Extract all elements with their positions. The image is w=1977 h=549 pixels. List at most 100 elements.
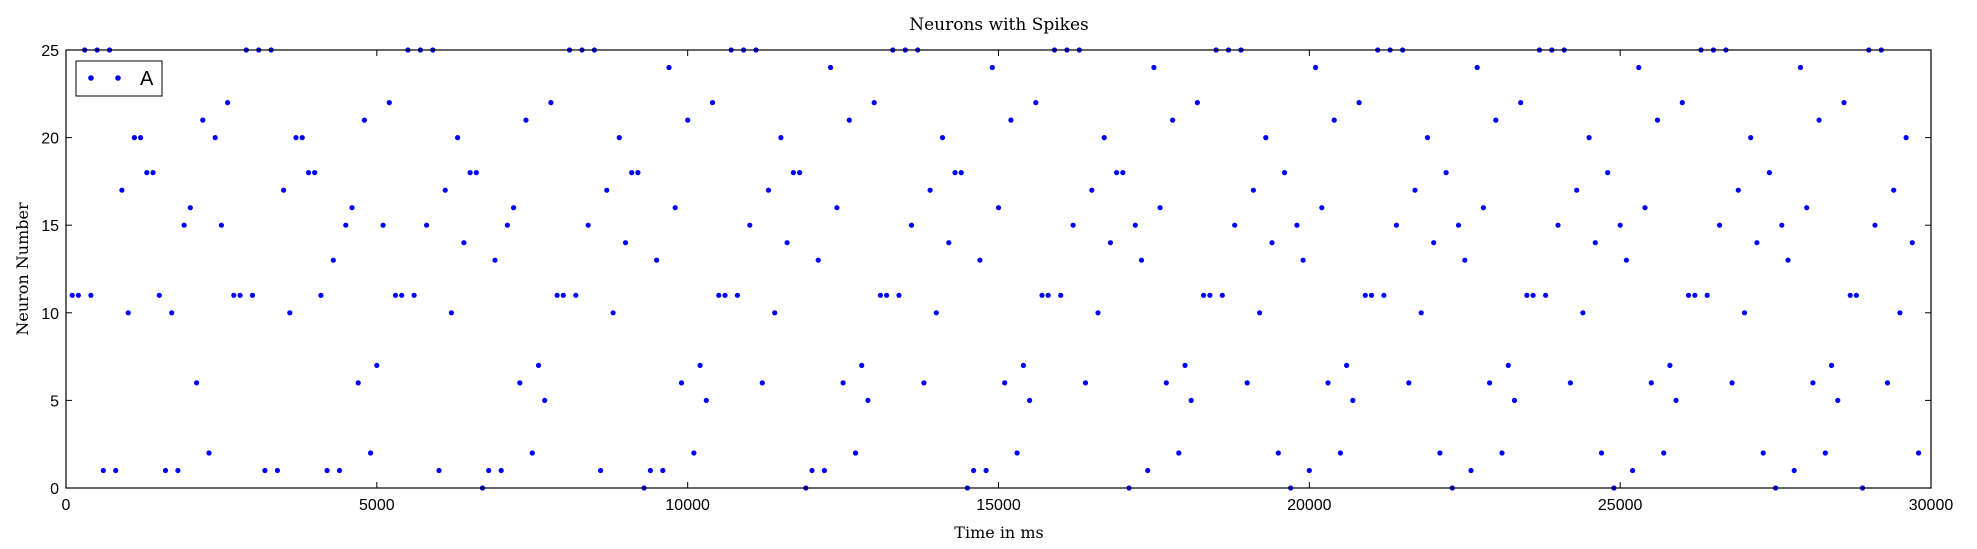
spike-point (492, 257, 498, 263)
spike-point (1039, 292, 1045, 298)
spike-point (498, 467, 504, 474)
spike-point (660, 467, 666, 474)
spike-point (1816, 117, 1822, 123)
spike-point (560, 292, 566, 298)
spike-point (1480, 205, 1486, 211)
spike-point (1045, 292, 1051, 298)
spike-point (1810, 380, 1816, 386)
spike-point (672, 205, 678, 211)
spike-point (585, 222, 591, 228)
spike-point (1275, 450, 1281, 456)
spike-point (952, 170, 958, 176)
spike-point (933, 310, 939, 316)
spike-point (355, 380, 361, 386)
spike-point (939, 135, 946, 141)
x-tick-label: 30000 (1909, 497, 1954, 514)
spike-point (510, 205, 517, 211)
spike-point (1654, 117, 1661, 123)
spike-point (622, 240, 629, 246)
spike-point (635, 170, 641, 176)
spike-point (1281, 170, 1288, 176)
spike-point (1188, 397, 1194, 403)
spike-point (1785, 257, 1791, 263)
spike-point (1574, 187, 1580, 193)
spike-point (1325, 380, 1331, 386)
spike-point (1368, 292, 1375, 298)
spike-point (1362, 292, 1368, 298)
spike-point (772, 310, 778, 316)
spike-point (1661, 450, 1667, 456)
spike-point (461, 240, 467, 246)
spike-point (548, 100, 554, 106)
spike-point (1524, 292, 1530, 298)
spike-point (1791, 467, 1797, 474)
spike-point (983, 467, 989, 474)
spike-point (1412, 187, 1418, 193)
spike-point (747, 222, 753, 228)
spike-point (977, 257, 983, 263)
spike-point (436, 467, 442, 474)
spike-point (293, 135, 299, 141)
spike-point (299, 135, 305, 141)
spike-point (1101, 135, 1107, 141)
spike-point (368, 450, 374, 456)
spike-point (69, 292, 75, 298)
spike-point (1648, 380, 1654, 386)
spike-point (343, 222, 349, 228)
spike-point (834, 205, 840, 211)
spike-point (1145, 467, 1151, 474)
x-axis-label: Time in ms (954, 523, 1043, 542)
spike-point (181, 222, 187, 228)
spike-point (1176, 450, 1182, 456)
legend-marker-left (88, 75, 94, 81)
spike-point (1331, 117, 1337, 123)
spike-point (1070, 222, 1076, 228)
spike-point (336, 467, 343, 474)
spike-point (1630, 467, 1636, 474)
spike-point (1729, 380, 1735, 386)
spike-point (759, 380, 765, 386)
chart-title: Neurons with Spikes (909, 15, 1089, 35)
spike-point (175, 467, 181, 474)
spike-point (616, 135, 622, 141)
spike-point (330, 257, 336, 263)
spike-point (1443, 170, 1449, 176)
spike-point (1089, 187, 1095, 193)
spike-point (1138, 257, 1145, 263)
spike-point (1244, 380, 1250, 386)
spike-point (685, 117, 691, 123)
spike-point (871, 100, 877, 106)
spike-point (1424, 135, 1431, 141)
spike-point (995, 205, 1002, 211)
spike-point (212, 135, 218, 141)
scatter-points-group (69, 47, 1922, 491)
spike-point (1754, 240, 1760, 246)
spike-point (1269, 240, 1275, 246)
spike-point (896, 292, 902, 298)
spike-point (1337, 450, 1343, 456)
spike-point (1518, 100, 1524, 106)
spike-point (517, 380, 523, 386)
spike-point (1505, 362, 1511, 368)
x-tick-label: 15000 (976, 497, 1021, 514)
spike-point (1903, 135, 1909, 141)
spike-point (1257, 310, 1263, 316)
spike-point (1157, 205, 1163, 211)
spike-point (809, 467, 815, 474)
y-tick-label: 5 (50, 393, 59, 410)
spike-point (349, 205, 355, 211)
spike-point (312, 170, 318, 176)
spike-point (1822, 450, 1828, 456)
spike-point (486, 467, 492, 474)
spike-point (1853, 292, 1859, 298)
spike-point (399, 292, 405, 298)
spike-point (1543, 292, 1549, 298)
spike-point (828, 64, 834, 71)
spike-point (598, 467, 604, 474)
spike-point (529, 450, 535, 456)
spike-point (1766, 170, 1772, 176)
spike-point (1679, 100, 1685, 106)
x-tick-label: 5000 (359, 497, 395, 514)
spike-point (125, 310, 131, 316)
spike-point (554, 292, 560, 298)
